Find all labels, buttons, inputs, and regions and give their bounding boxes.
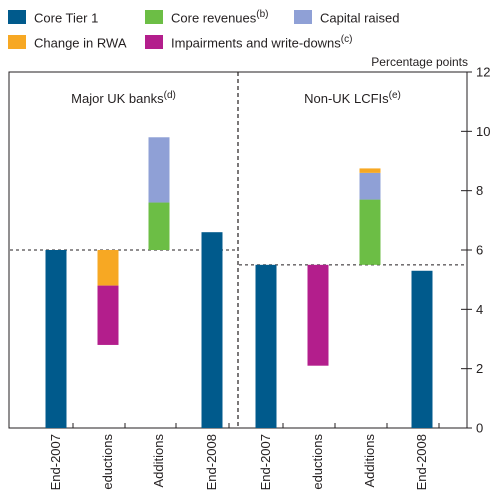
y-tick-label: 6: [476, 243, 483, 258]
bar-segment-deductions: [307, 264, 329, 366]
legend-item-core-tier-1: Core Tier 1: [8, 9, 98, 25]
x-tick-label: eductions: [310, 434, 325, 490]
x-tick-label: Additions: [362, 434, 377, 488]
y-tick-label: 10: [476, 124, 490, 139]
bar-segment-end-2007: [45, 250, 67, 428]
legend-swatch-core-revenues: [145, 10, 163, 25]
bar-segment-additions: [148, 202, 170, 250]
legend-swatch-capital-raised: [294, 10, 312, 25]
legend-label: Capital raised: [320, 10, 400, 26]
x-tick-label: End-2007: [258, 434, 273, 490]
legend-item-change-in-rwa: Change in RWA: [8, 34, 127, 50]
bar-segment-additions: [359, 172, 381, 200]
x-tick-label: eductions: [100, 434, 115, 490]
panel-title: Non-UK LCFIs(e): [304, 90, 401, 106]
x-tick-label: Additions: [151, 434, 166, 488]
legend-item-core-revenues: Core revenues(b): [145, 9, 269, 25]
y-tick-label: 4: [476, 302, 483, 317]
legend-label: Impairments and write-downs(c): [171, 34, 353, 51]
panel-title: Major UK banks(d): [71, 90, 176, 106]
bar-segment-deductions: [97, 250, 119, 286]
bar-segment-end-2008: [201, 232, 223, 428]
x-tick-label: End-2008: [204, 434, 219, 490]
legend-swatch-change-in-rwa: [8, 35, 26, 50]
y-tick-label: 12: [476, 65, 490, 80]
legend-swatch-core-tier-1: [8, 10, 26, 25]
y-tick-label: 2: [476, 361, 483, 376]
y-tick-label: 0: [476, 421, 483, 436]
bar-segment-end-2008: [411, 270, 433, 428]
bar-segment-additions: [359, 199, 381, 265]
bar-segment-deductions: [97, 285, 119, 345]
x-tick-label: End-2008: [414, 434, 429, 490]
y-axis-title: Percentage points: [371, 55, 468, 69]
legend-swatch-impairments: [145, 35, 163, 50]
legend-label: Change in RWA: [34, 35, 127, 51]
y-tick-label: 8: [476, 183, 483, 198]
legend-label: Core Tier 1: [34, 10, 99, 26]
legend-item-impairments: Impairments and write-downs(c): [145, 34, 352, 50]
legend-item-capital-raised: Capital raised: [294, 9, 400, 25]
bar-segment-additions: [148, 137, 170, 203]
bar-segment-end-2007: [255, 264, 277, 428]
legend-label: Core revenues(b): [171, 9, 269, 26]
x-tick-label: End-2007: [48, 434, 63, 490]
bar-segment-additions: [359, 168, 381, 173]
